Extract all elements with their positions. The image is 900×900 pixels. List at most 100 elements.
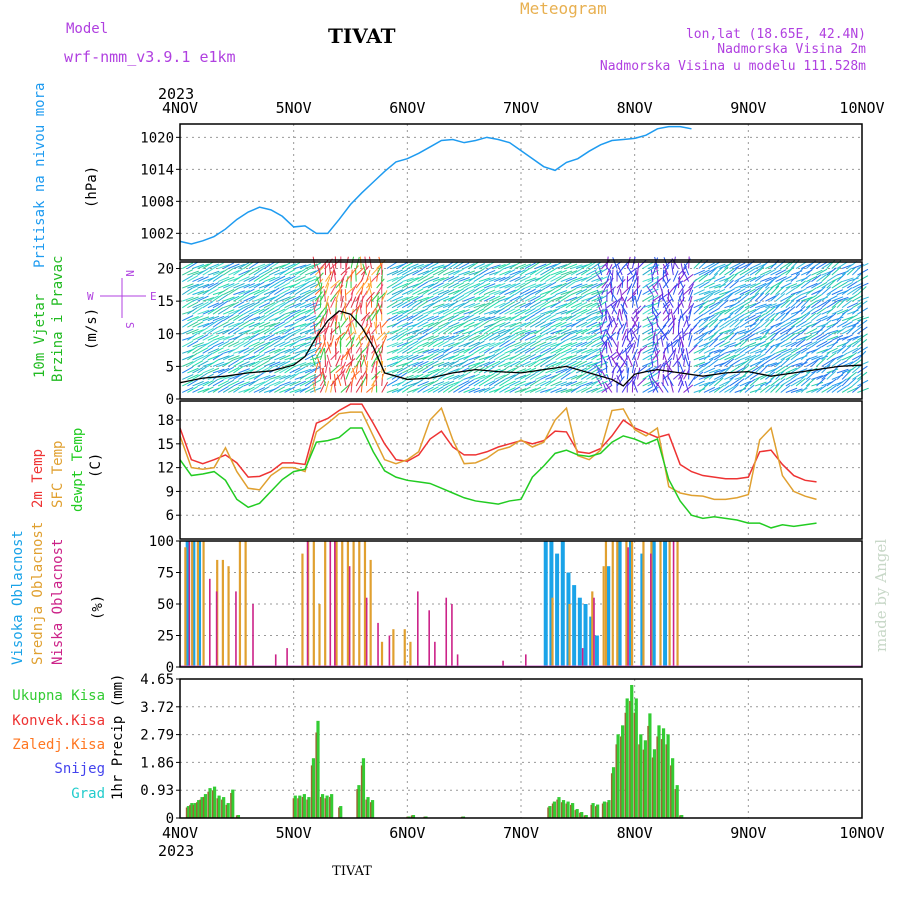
wind-arrow (708, 331, 718, 341)
cloud-bar (369, 559, 372, 667)
wind-arrow (222, 314, 234, 322)
wind-arrow (448, 368, 460, 374)
wind-arrow (376, 292, 386, 302)
wind-arrow (785, 325, 796, 335)
wind-arrow (647, 294, 659, 302)
wind-arrow (811, 274, 822, 282)
wind-arrow (335, 331, 346, 341)
cloud-bar (676, 541, 679, 667)
wind-arrow (243, 334, 255, 341)
wind-arrow (529, 295, 541, 302)
wind-arrow (534, 333, 546, 341)
wind-arrow (217, 307, 229, 315)
wind-arrow (437, 385, 449, 393)
wind-arrow (540, 314, 552, 322)
wind-arrow (586, 289, 598, 296)
wind-arrow (319, 348, 325, 361)
wind-arrow (703, 314, 715, 322)
wind-arrow (739, 370, 749, 380)
wind-arrow (550, 347, 562, 354)
wind-arrow (645, 284, 654, 295)
wind-arrow (775, 293, 786, 302)
wind-arrow (654, 256, 659, 269)
wind-arrow (514, 388, 527, 393)
wind-arrow (637, 289, 642, 302)
wind-arrow (586, 348, 598, 354)
wind-arrow (775, 301, 787, 309)
wind-arrow (765, 285, 775, 295)
wind-arrow (263, 302, 276, 309)
wind-arrow (238, 262, 250, 269)
wind-arrow (509, 372, 521, 380)
precip-bar (625, 698, 629, 818)
wind-arrow (473, 388, 486, 393)
wind-arrow (386, 368, 399, 374)
wind-arrow (253, 315, 265, 322)
wind-arrow (312, 380, 316, 393)
wind-arrow (432, 348, 445, 354)
cloud-bar (341, 541, 344, 667)
wind-arrow (401, 262, 413, 269)
wind-arrow (365, 283, 372, 295)
wind-arrow (504, 360, 516, 367)
wind-arrow (653, 341, 659, 354)
wind-arrow (857, 282, 869, 289)
wind-arrow (233, 274, 244, 282)
wind-arrow (223, 309, 235, 315)
wind-arrow (499, 283, 511, 289)
wind-arrow (274, 275, 286, 283)
wind-arrow (678, 284, 686, 295)
wind-arrow (222, 379, 234, 387)
wind-arrow (335, 370, 345, 380)
wind-arrow (274, 321, 286, 328)
wind-arrow (320, 259, 329, 269)
wind-arrow (724, 341, 736, 348)
wind-arrow (304, 302, 317, 309)
wind-arrow (437, 353, 449, 361)
wind-arrow (222, 262, 235, 269)
wind-arrow (714, 368, 726, 374)
wind-arrow (427, 315, 439, 322)
wind-arrow (565, 334, 578, 341)
wind-arrow (524, 320, 536, 328)
wind-arrow (594, 362, 603, 374)
wind-arrow (197, 365, 208, 374)
wind-arrow (575, 380, 588, 387)
wind-arrow (365, 269, 371, 282)
wind-arrow (417, 281, 429, 289)
cloud-bar (403, 629, 406, 667)
wind-arrow (212, 361, 225, 367)
wind-arrow (713, 377, 724, 387)
wind-arrow (314, 285, 325, 295)
cloud-bar (551, 597, 554, 667)
wind-arrow (550, 270, 563, 276)
wind-arrow (586, 283, 598, 289)
wind-arrow (637, 348, 642, 361)
wind-arrow (642, 315, 654, 322)
cloud-bar (651, 541, 656, 667)
precip-conv-bar (306, 799, 308, 818)
cloud-bar (392, 629, 395, 667)
wind-arrow (662, 357, 673, 367)
wind-arrow (494, 340, 506, 348)
cloud-bar (184, 547, 187, 667)
precip-bar (293, 795, 297, 818)
wind-arrow (852, 319, 862, 328)
wind-arrow (519, 354, 531, 361)
wind-arrow (581, 348, 593, 354)
wind-arrow (647, 288, 659, 296)
wind-arrow (626, 367, 630, 380)
precip-conv-bar (656, 736, 658, 818)
wind-arrow (610, 355, 618, 367)
wind-arrow (396, 287, 408, 296)
wind-arrow (719, 345, 730, 354)
wind-arrow (427, 339, 439, 348)
wind-arrow (642, 341, 654, 348)
wind-arrow (381, 269, 384, 282)
wind-arrow (386, 342, 399, 348)
wind-arrow (841, 354, 854, 361)
wind-arrow (233, 327, 244, 335)
wind-arrow (330, 325, 340, 335)
wind-arrow (846, 340, 858, 348)
